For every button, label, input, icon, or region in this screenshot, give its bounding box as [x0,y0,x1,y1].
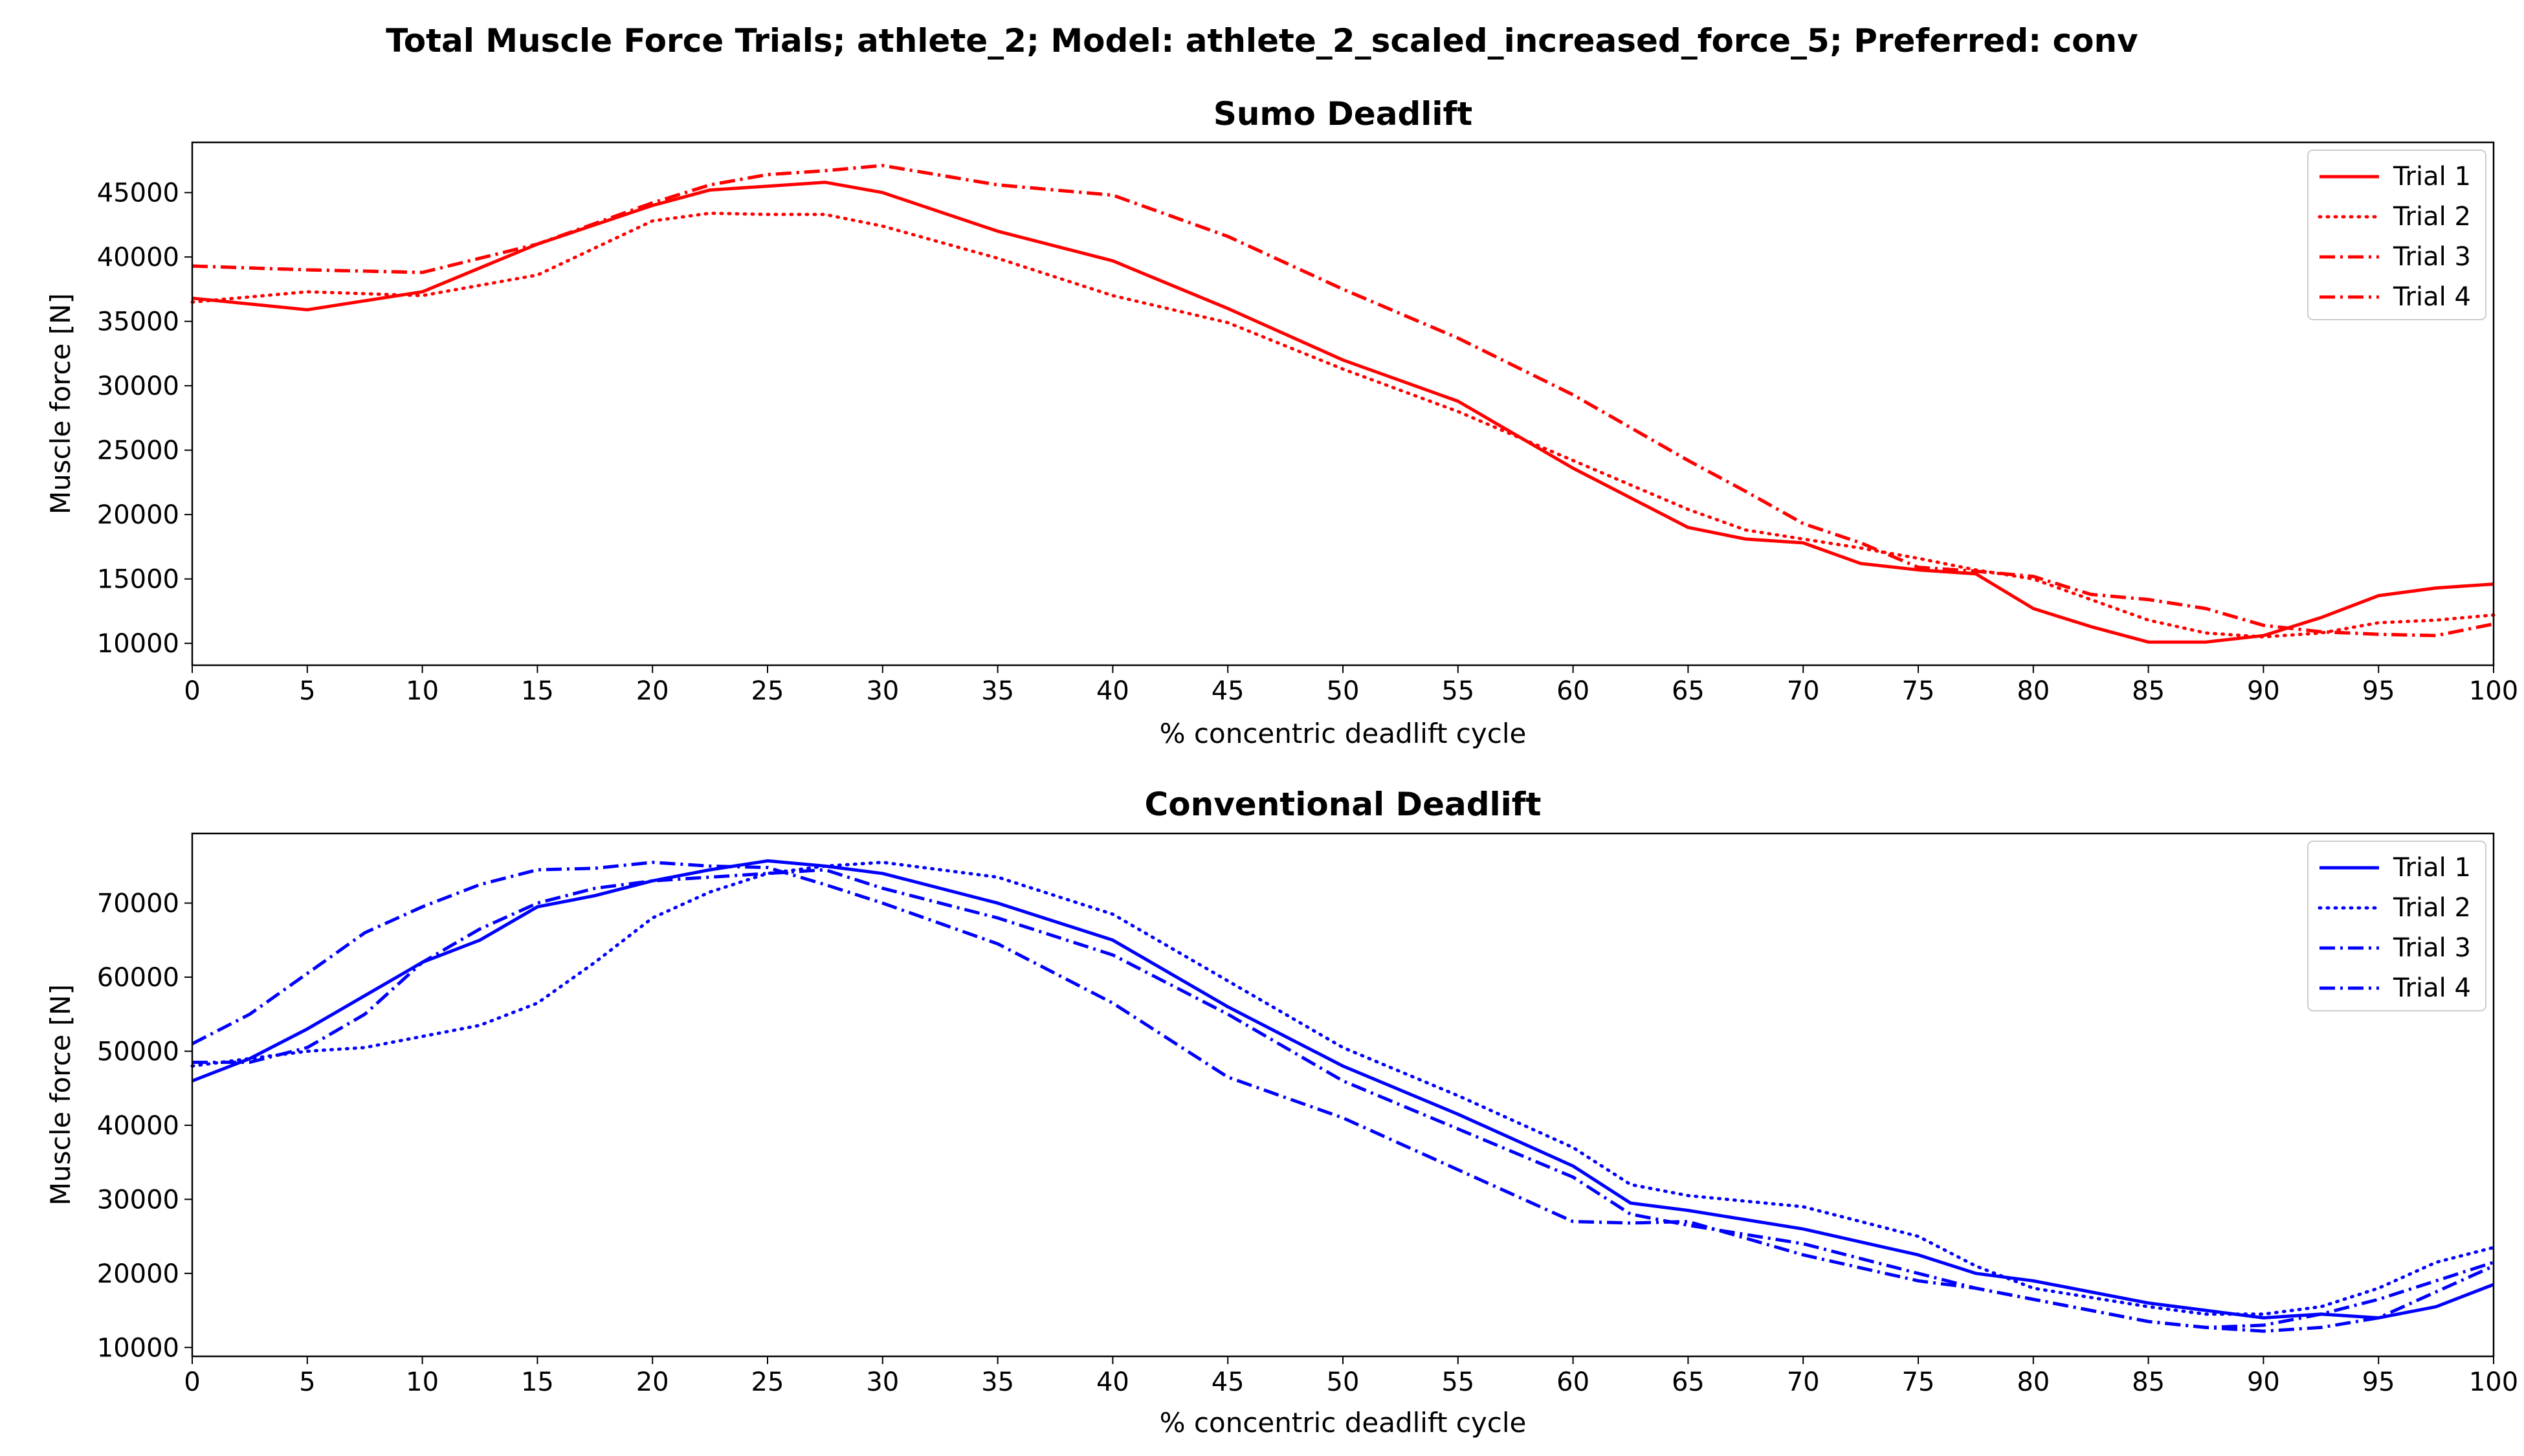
y-tick-label: 35000 [97,307,179,337]
series-line-trial-2 [190,212,2496,639]
x-tick-label: 100 [2469,1367,2518,1397]
sumo-deadlift-chart: Sumo Deadlift 0 5 10 15 20 25 30 35 40 45 50 55 60 65… [45,95,2518,749]
x-tick-label: 80 [2017,676,2050,706]
x-tick-label: 15 [521,1367,554,1397]
conventional-deadlift-chart: Conventional Deadlift 0 5 10 15 20 25 30 35 40 45… [45,786,2518,1439]
x-tick-label: 0 [184,676,200,706]
x-tick-label: 65 [1672,1367,1705,1397]
x-tick-label: 75 [1902,1367,1935,1397]
y-tick-label: 30000 [97,371,179,401]
chart-title: Conventional Deadlift [1145,786,1542,823]
x-tick-label: 90 [2247,676,2280,706]
x-tick-label: 15 [521,676,554,706]
legend: Trial 1 Trial 2 Trial 3 Trial 4 [2307,841,2486,1011]
x-tick-label: 45 [1212,676,1245,706]
x-tick-label: 60 [1556,676,1589,706]
y-axis-label: Muscle force [N] [45,984,76,1206]
x-tick-label: 100 [2469,676,2518,706]
x-tick-label: 5 [299,676,315,706]
legend: Trial 1 Trial 2 Trial 3 Trial 4 [2307,149,2486,320]
y-tick-label: 10000 [97,1333,179,1363]
x-tick-label: 95 [2362,676,2395,706]
x-tick-label: 35 [981,676,1014,706]
legend-label: Trial 1 [2393,162,2471,192]
legend-label: Trial 3 [2393,933,2471,963]
x-tick-label: 85 [2132,676,2165,706]
x-tick-label: 5 [299,1367,315,1397]
series-line-trial-4 [191,861,2495,1333]
x-tick-label: 30 [866,676,899,706]
x-tick-label: 40 [1096,676,1129,706]
x-tick-label: 45 [1212,1367,1245,1397]
x-tick-label: 25 [751,1367,784,1397]
legend-box [2307,149,2486,320]
y-tick-label: 45000 [97,179,179,208]
series-line-trial-2 [190,861,2496,1316]
x-tick-label: 30 [866,1367,899,1397]
legend-box [2307,841,2486,1011]
x-tick-label: 60 [1556,1367,1589,1397]
y-tick-label: 20000 [97,1259,179,1289]
y-tick-label: 25000 [97,436,179,466]
x-tick-label: 25 [751,676,784,706]
series-line-trial-1 [192,859,2494,1319]
y-tick-label: 30000 [97,1185,179,1215]
figure-suptitle: Total Muscle Force Trials; athlete_2; Mo… [386,22,2138,60]
x-axis-label: % concentric deadlift cycle [1160,718,1527,749]
legend-label: Trial 4 [2393,282,2471,312]
legend-label: Trial 3 [2393,242,2471,272]
chart-title: Sumo Deadlift [1213,95,1472,133]
legend-label: Trial 1 [2393,853,2471,883]
x-tick-label: 75 [1902,676,1935,706]
x-tick-label: 55 [1441,1367,1474,1397]
y-tick-label: 70000 [97,889,179,919]
x-axis-label: % concentric deadlift cycle [1160,1407,1527,1439]
x-tick-label: 70 [1787,676,1820,706]
x-tick-label: 80 [2017,1367,2050,1397]
x-tick-label: 65 [1672,676,1705,706]
y-tick-label: 20000 [97,500,179,530]
y-axis-label: Muscle force [N] [45,293,76,514]
x-tick-label: 35 [981,1367,1014,1397]
y-tick-label: 60000 [97,963,179,993]
y-tick-label: 15000 [97,565,179,595]
y-tick-label: 10000 [97,629,179,659]
legend-label: Trial 2 [2393,202,2471,232]
x-tick-label: 55 [1441,676,1474,706]
x-tick-label: 70 [1787,1367,1820,1397]
x-tick-label: 50 [1327,676,1360,706]
series-line-trial-1 [192,181,2494,644]
x-tick-label: 95 [2362,1367,2395,1397]
x-tick-label: 0 [184,1367,200,1397]
x-tick-label: 90 [2247,1367,2280,1397]
x-tick-label: 10 [406,1367,439,1397]
y-tick-label: 40000 [97,243,179,272]
x-tick-label: 10 [406,676,439,706]
x-tick-label: 50 [1327,1367,1360,1397]
y-tick-label: 40000 [97,1111,179,1141]
x-tick-label: 20 [636,676,669,706]
x-tick-label: 85 [2132,1367,2165,1397]
y-tick-label: 50000 [97,1037,179,1066]
series-line-trial-4 [192,164,2494,637]
legend-label: Trial 2 [2393,893,2471,923]
x-tick-label: 20 [636,1367,669,1397]
legend-label: Trial 4 [2393,973,2471,1003]
x-tick-label: 40 [1096,1367,1129,1397]
